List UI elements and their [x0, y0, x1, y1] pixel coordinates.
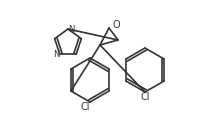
- Text: Cl: Cl: [80, 102, 90, 112]
- Text: N: N: [68, 24, 74, 33]
- Text: O: O: [112, 20, 120, 30]
- Text: N: N: [54, 50, 60, 59]
- Text: Cl: Cl: [140, 92, 150, 102]
